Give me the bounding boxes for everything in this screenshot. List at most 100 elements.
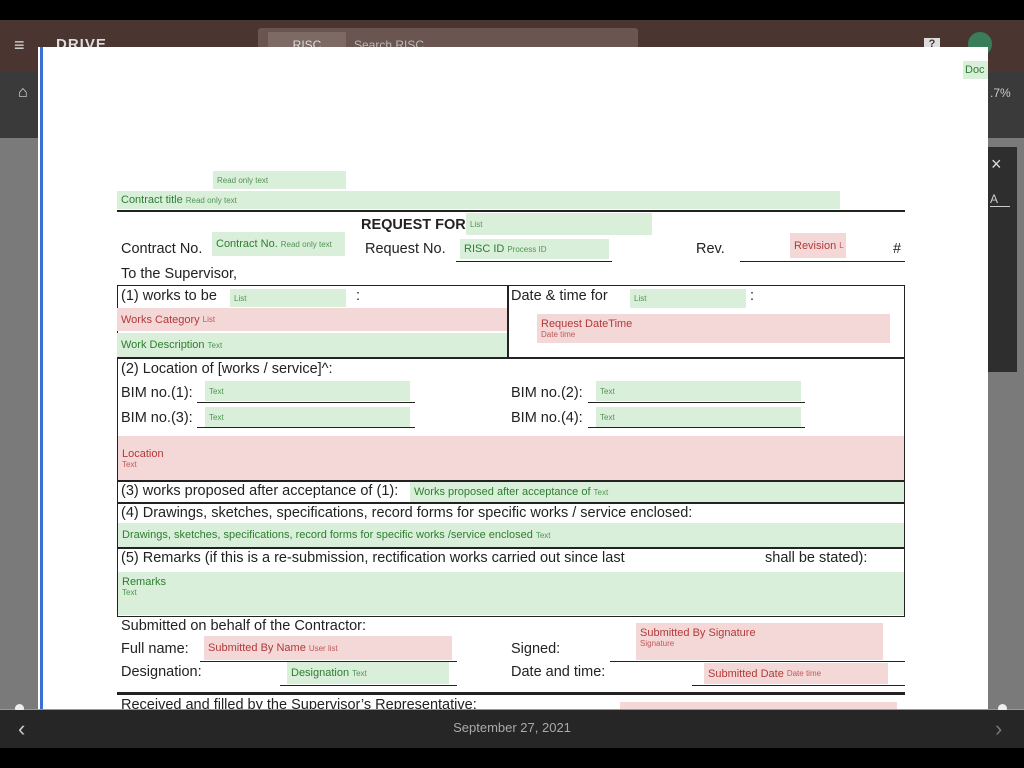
label: Designation: [121,664,202,680]
form-field[interactable]: Request DateTime Date time [537,314,890,343]
form-field[interactable]: Text [205,381,410,401]
field-label: Submitted Date [708,667,784,680]
form-field[interactable]: Submitted Date Date time [704,663,888,684]
progress: .7% [990,86,1011,100]
label: shall be stated): [765,550,868,566]
label: (4) Drawings, sketches, specifications, … [121,505,693,521]
label: : [750,288,755,304]
field-hint: List [202,315,216,324]
form-field[interactable]: Text [596,407,801,427]
form-field[interactable]: RISC ID Process ID [460,239,609,259]
label: (5) Remarks (if this is a re-submission,… [121,550,625,566]
field-label: Submitted By Signature [640,627,756,639]
search-box[interactable] [258,28,638,50]
field-label: Designation [291,667,350,679]
form-field[interactable]: List [230,289,346,307]
label: (3) works proposed after acceptance of (… [121,483,399,499]
field-hint: List [234,293,247,303]
field-label: Location [122,447,164,460]
label: BIM no.(2): [511,385,583,401]
field-hint: Read only text [185,195,237,205]
field-hint: Text [122,588,137,597]
field-hint: Process ID [507,244,547,254]
field-hint: Signature [640,639,675,648]
menu-icon[interactable]: ≡ [14,35,25,55]
field-hint: List [470,219,483,229]
form-field[interactable]: Remarks Text [118,572,904,615]
field-hint: Text [207,340,223,350]
label: BIM no.(3): [121,410,193,426]
form-field[interactable]: Text [205,407,410,427]
slider-handle[interactable] [998,704,1007,713]
form-field[interactable]: List [466,213,652,235]
document-page: Doc REQUEST FOR Contract No. Request No.… [38,47,988,710]
form-field[interactable]: Drawings, sketches, specifications, reco… [118,523,904,547]
field-label: Remarks [122,576,167,588]
form-field[interactable]: Text [596,381,801,401]
field-label: Works Category [121,313,200,326]
page-edge [40,47,43,710]
form-field[interactable]: Works proposed after acceptance of Text [410,482,904,502]
form-field[interactable]: Contract title Read only text [117,191,840,209]
form-field[interactable]: Submitted By Name User list [204,636,452,660]
field-hint: Text [122,459,137,469]
field-hint: L [839,241,844,250]
label: Submitted on behalf of the Contractor: [121,618,367,634]
field-hint: Text [209,386,224,396]
field-hint: User list [308,643,338,653]
form-field[interactable]: Work Description Text [117,333,507,357]
label: REQUEST FOR [361,217,466,233]
label: Received and filled by the Supervisor’s … [121,697,477,710]
label: BIM no.(1): [121,385,193,401]
label: BIM no.(4): [511,410,583,426]
panel-tab[interactable]: A [990,192,1010,207]
next-button[interactable]: › [995,716,1003,741]
field-hint: Text [535,530,551,540]
label: Full name: [121,641,189,657]
footer-date: September 27, 2021 [453,720,571,735]
label: Date and time: [511,664,606,680]
label: : [356,288,361,304]
field-label: Revision [794,239,837,252]
form-field[interactable]: Contract No. Read only text [212,232,345,256]
field-label: Works proposed after acceptance of [414,486,591,498]
form-field[interactable]: Location Text [118,436,904,480]
label: (2) Location of [works / service]^: [121,361,333,377]
field-hint: Text [593,487,609,497]
field-hint: Text [600,386,615,396]
label: Request No. [365,241,446,257]
field-hint: List [634,294,647,303]
label: Contract No. [121,241,203,257]
form-field[interactable]: Submitted By Signature Signature [636,623,883,660]
slider-handle[interactable] [15,704,24,713]
field-label: Contract No. [216,238,278,250]
field-hint: Read only text [280,239,332,249]
form-field[interactable]: Revision L [790,233,846,258]
label: Date & time for [511,288,608,304]
field-hint: Date time [786,669,822,678]
field-hint: Text [352,668,367,678]
form-field[interactable]: List [630,289,746,308]
field-hint: Read only text [217,175,269,185]
form-field[interactable]: Read only text [213,171,346,189]
field-label: Request DateTime [541,318,633,330]
form-field[interactable]: Works Category List [117,308,507,331]
field-label: Work Description [121,339,205,351]
side-panel [988,147,1017,372]
close-button[interactable]: × [991,154,1002,174]
field-hint: Date time [541,330,576,339]
field-hint: Text [600,412,615,422]
field-label: Submitted By Name [208,642,306,654]
label: To the Supervisor, [121,266,238,282]
field-label: Drawings, sketches, specifications, reco… [122,529,533,541]
form-field[interactable]: Designation Text [287,662,449,684]
footer-bar [0,710,1024,748]
home-icon[interactable]: ⌂ [18,84,28,101]
label: Signed: [511,641,561,657]
prev-button[interactable]: ‹ [18,716,26,741]
label: Rev. [696,241,725,257]
doc-tag[interactable]: Doc [963,61,988,79]
field-label: RISC ID [464,243,505,255]
field-label: Contract title [121,194,183,206]
